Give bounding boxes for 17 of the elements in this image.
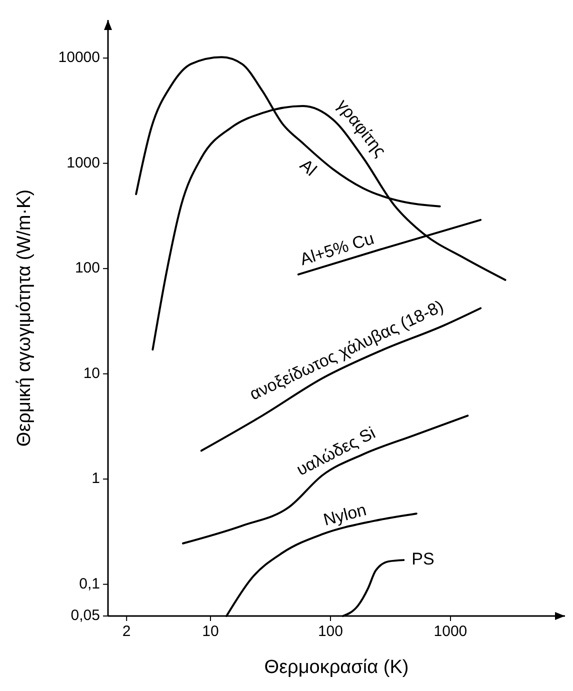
y-tick-label: 0,05: [70, 606, 100, 624]
y-tick-label: 1000: [66, 154, 100, 172]
y-axis-title: Θερμική αγωγιμότητα (W/m·K): [14, 189, 35, 447]
text: Nylon: [321, 500, 368, 530]
text: Al: [296, 155, 320, 180]
x-tick-label: 2: [122, 623, 131, 640]
y-tick-label: 100: [74, 260, 100, 277]
y-tick-label: 0,1: [79, 575, 100, 592]
y-tick-label: 10000: [58, 49, 100, 66]
series-label: PS: [412, 550, 434, 569]
x-tick-label: 1000: [434, 623, 468, 640]
x-axis-title: Θερμοκρασία (K): [264, 657, 409, 678]
x-tick-label: 10: [202, 623, 219, 640]
x-tick-label: 100: [318, 623, 343, 640]
y-tick-label: 10: [83, 364, 100, 382]
text: Al+5% Cu: [298, 228, 376, 270]
y-tick-label: 1: [92, 470, 100, 488]
